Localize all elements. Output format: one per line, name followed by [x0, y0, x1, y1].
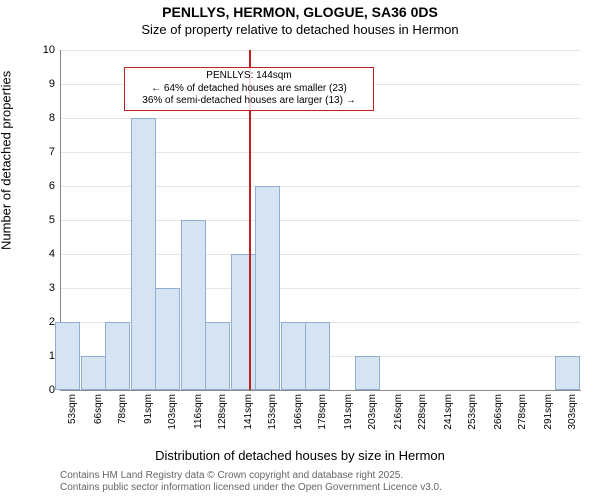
- x-tick-label: 178sqm: [317, 394, 328, 430]
- y-tick-label: 5: [49, 214, 55, 226]
- y-tick-label: 7: [49, 146, 55, 158]
- histogram-bar: [131, 118, 156, 390]
- chart-title: PENLLYS, HERMON, GLOGUE, SA36 0DS: [0, 4, 600, 20]
- x-tick-label: 228sqm: [417, 394, 428, 430]
- plot-area: 012345678910 53sqm66sqm78sqm91sqm103sqm1…: [60, 50, 581, 391]
- footer-attribution: Contains HM Land Registry data © Crown c…: [60, 470, 442, 494]
- x-tick-label: 166sqm: [293, 394, 304, 430]
- x-tick-label: 241sqm: [443, 394, 454, 430]
- y-tick-label: 8: [49, 112, 55, 124]
- y-axis-label: Number of detached properties: [0, 71, 14, 250]
- histogram-bar: [155, 288, 180, 390]
- y-tick-label: 6: [49, 180, 55, 192]
- footer-line-2: Contains public sector information licen…: [60, 482, 442, 494]
- chart-subtitle: Size of property relative to detached ho…: [0, 22, 600, 37]
- histogram-bar: [555, 356, 580, 390]
- histogram-bar: [231, 254, 256, 390]
- annotation-line-1: PENLLYS: 144sqm: [131, 70, 367, 83]
- x-tick-label: 53sqm: [67, 394, 78, 424]
- y-tick-label: 10: [43, 44, 55, 56]
- x-tick-label: 78sqm: [117, 394, 128, 424]
- x-tick-label: 116sqm: [193, 394, 204, 429]
- x-tick-label: 128sqm: [217, 394, 228, 430]
- annotation-line-2: ← 64% of detached houses are smaller (23…: [131, 83, 367, 96]
- x-tick-label: 66sqm: [93, 394, 104, 424]
- property-size-chart: PENLLYS, HERMON, GLOGUE, SA36 0DS Size o…: [0, 0, 600, 500]
- x-axis-label: Distribution of detached houses by size …: [0, 448, 600, 463]
- histogram-bar: [255, 186, 280, 390]
- histogram-bar: [205, 322, 230, 390]
- x-tick-label: 253sqm: [467, 394, 478, 430]
- histogram-bar: [181, 220, 206, 390]
- x-tick-label: 266sqm: [493, 394, 504, 430]
- y-tick-label: 3: [49, 282, 55, 294]
- x-tick-label: 203sqm: [367, 394, 378, 430]
- x-tick-label: 103sqm: [167, 394, 178, 430]
- x-tick-label: 191sqm: [343, 394, 354, 430]
- histogram-bar: [355, 356, 380, 390]
- x-tick-label: 141sqm: [243, 394, 254, 430]
- histogram-bar: [105, 322, 130, 390]
- footer-line-1: Contains HM Land Registry data © Crown c…: [60, 470, 442, 482]
- x-tick-label: 153sqm: [267, 394, 278, 430]
- histogram-bar: [55, 322, 80, 390]
- x-tick-label: 291sqm: [543, 394, 554, 430]
- annotation-box: PENLLYS: 144sqm← 64% of detached houses …: [124, 67, 374, 111]
- annotation-line-3: 36% of semi-detached houses are larger (…: [131, 95, 367, 108]
- y-tick-label: 4: [49, 248, 55, 260]
- x-tick-label: 91sqm: [143, 394, 154, 424]
- x-tick-label: 216sqm: [393, 394, 404, 430]
- x-tick-label: 278sqm: [517, 394, 528, 430]
- histogram-bar: [81, 356, 106, 390]
- x-tick-label: 303sqm: [567, 394, 578, 430]
- histogram-bar: [281, 322, 306, 390]
- histogram-bar: [305, 322, 330, 390]
- y-tick-label: 9: [49, 78, 55, 90]
